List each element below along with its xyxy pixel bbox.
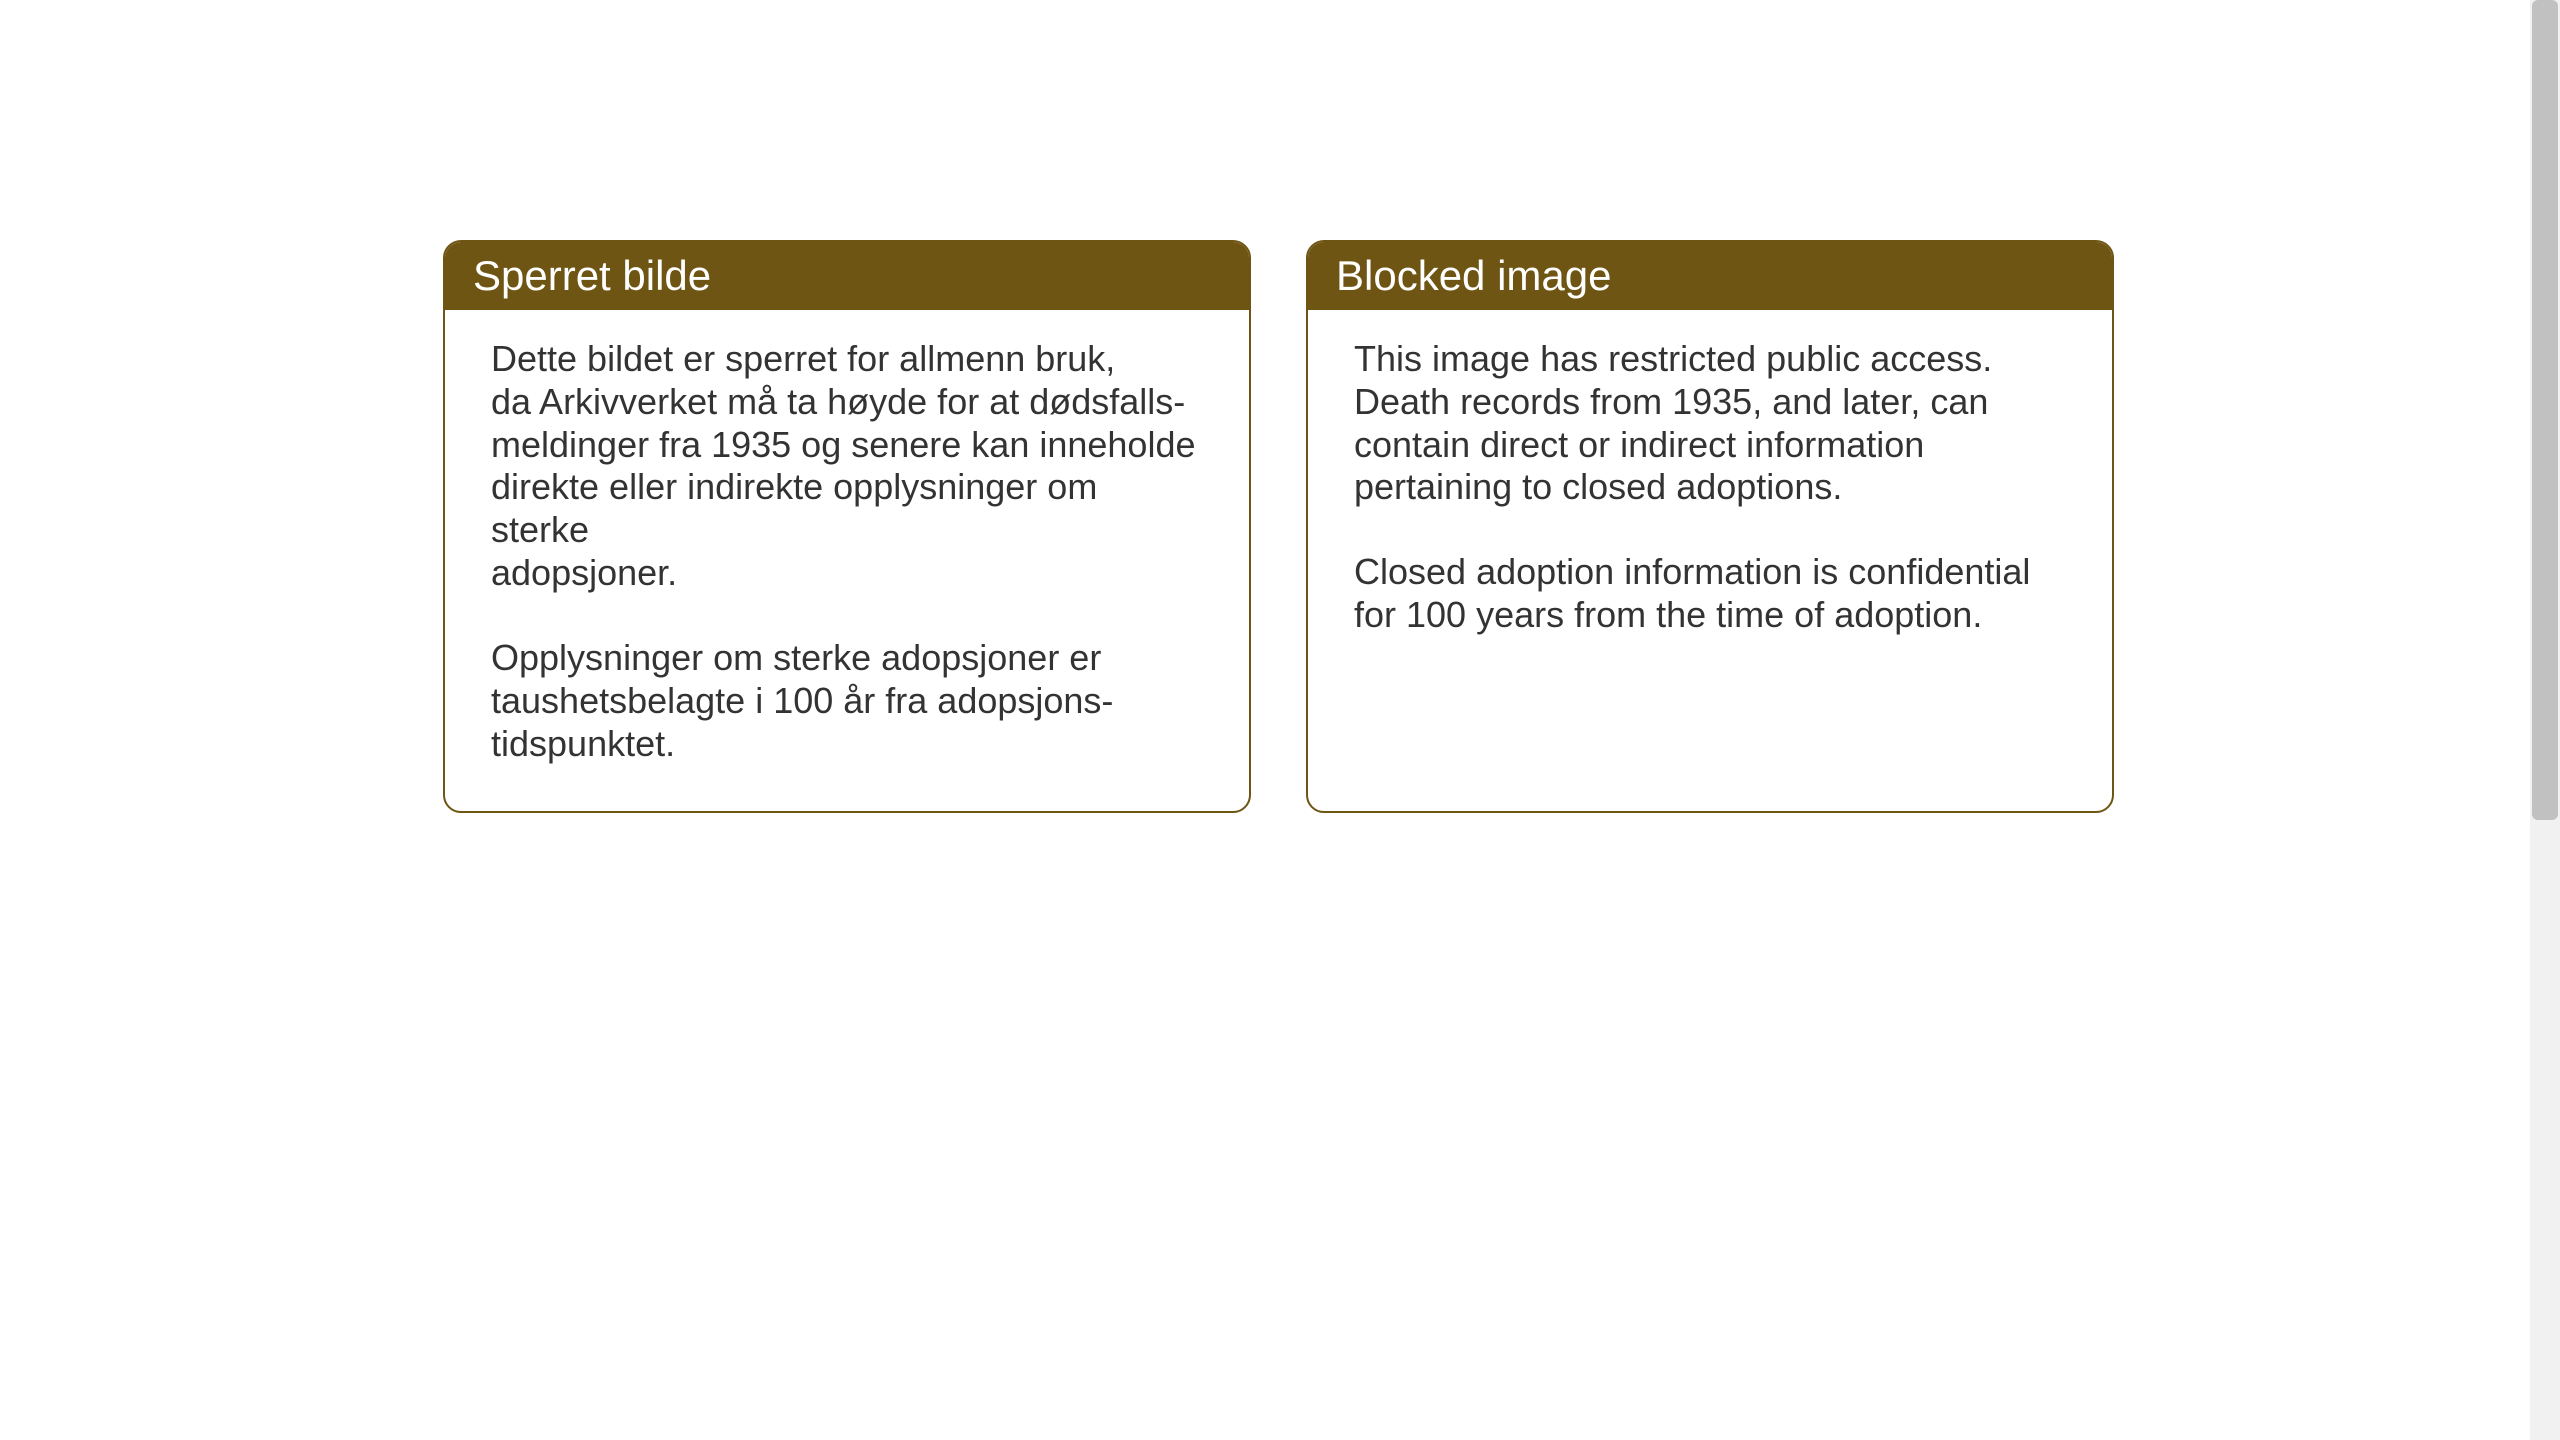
paragraph-2-norwegian: Opplysninger om sterke adopsjoner er tau… bbox=[491, 637, 1203, 765]
card-body-english: This image has restricted public access.… bbox=[1308, 310, 2112, 683]
card-norwegian: Sperret bilde Dette bildet er sperret fo… bbox=[443, 240, 1251, 813]
card-header-english: Blocked image bbox=[1308, 242, 2112, 310]
scrollbar-vertical[interactable] bbox=[2530, 0, 2560, 1440]
scrollbar-thumb[interactable] bbox=[2532, 0, 2558, 820]
card-header-norwegian: Sperret bilde bbox=[445, 242, 1249, 310]
card-body-norwegian: Dette bildet er sperret for allmenn bruk… bbox=[445, 310, 1249, 811]
card-title-norwegian: Sperret bilde bbox=[473, 252, 711, 299]
card-title-english: Blocked image bbox=[1336, 252, 1611, 299]
card-english: Blocked image This image has restricted … bbox=[1306, 240, 2114, 813]
cards-container: Sperret bilde Dette bildet er sperret fo… bbox=[443, 240, 2114, 813]
paragraph-1-english: This image has restricted public access.… bbox=[1354, 338, 2066, 509]
paragraph-1-norwegian: Dette bildet er sperret for allmenn bruk… bbox=[491, 338, 1203, 595]
paragraph-2-english: Closed adoption information is confident… bbox=[1354, 551, 2066, 637]
